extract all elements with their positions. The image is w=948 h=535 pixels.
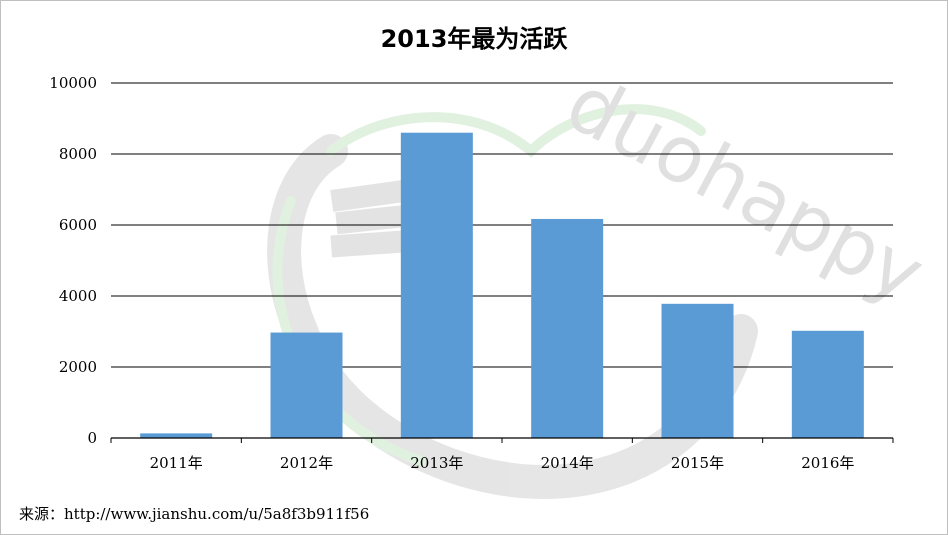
svg-text:duohappy: duohappy bbox=[552, 58, 938, 320]
bar bbox=[400, 132, 473, 438]
y-tick-label: 8000 bbox=[59, 145, 97, 163]
x-tick-label: 2014年 bbox=[541, 454, 594, 472]
y-tick-label: 0 bbox=[87, 429, 97, 447]
x-tick-label: 2015年 bbox=[671, 454, 724, 472]
y-tick-label: 4000 bbox=[59, 287, 97, 305]
x-tick-label: 2011年 bbox=[150, 454, 203, 472]
bar bbox=[661, 303, 734, 438]
y-tick-label: 2000 bbox=[59, 358, 97, 376]
y-tick-label: 6000 bbox=[59, 216, 97, 234]
bar bbox=[531, 218, 604, 438]
x-axis bbox=[110, 437, 894, 443]
y-tick-labels: 0 2000 4000 6000 8000 10000 bbox=[49, 74, 97, 447]
y-tick-label: 10000 bbox=[49, 74, 97, 92]
x-tick-label: 2012年 bbox=[280, 454, 333, 472]
gridlines bbox=[111, 82, 893, 368]
bar bbox=[140, 433, 213, 438]
bar bbox=[791, 330, 864, 438]
source-note: 来源：http://www.jianshu.com/u/5a8f3b911f56 bbox=[19, 505, 370, 523]
bar bbox=[270, 332, 343, 438]
chart-title: 2013年最为活跃 bbox=[380, 25, 568, 53]
x-tick-labels: 2011年 2012年 2013年 2014年 2015年 2016年 bbox=[150, 454, 855, 472]
x-tick-label: 2013年 bbox=[410, 454, 463, 472]
x-tick-label: 2016年 bbox=[801, 454, 854, 472]
bars-group bbox=[140, 132, 864, 438]
